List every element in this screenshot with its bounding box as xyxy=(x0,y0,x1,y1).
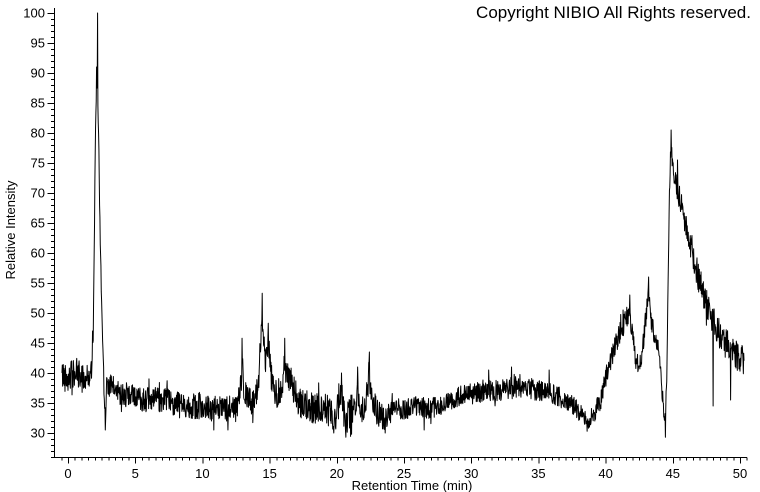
signal-trace-group xyxy=(61,12,745,438)
y-tick-label: 70 xyxy=(31,186,45,201)
y-tick-label: 35 xyxy=(31,396,45,411)
x-tick-label: 5 xyxy=(132,466,139,481)
y-tick-label: 55 xyxy=(31,276,45,291)
y-tick-label: 65 xyxy=(31,216,45,231)
y-tick-label: 90 xyxy=(31,66,45,81)
y-tick-label: 50 xyxy=(31,306,45,321)
y-tick-label: 75 xyxy=(31,156,45,171)
x-tick-label: 10 xyxy=(195,466,209,481)
y-tick-label: 85 xyxy=(31,96,45,111)
x-tick-label: 45 xyxy=(666,466,680,481)
y-tick-label: 80 xyxy=(31,126,45,141)
x-tick-label: 40 xyxy=(598,466,612,481)
signal-trace xyxy=(61,12,745,438)
y-tick-label: 100 xyxy=(23,6,45,21)
x-tick-label: 20 xyxy=(330,466,344,481)
y-tick-label: 60 xyxy=(31,246,45,261)
x-tick-label: 35 xyxy=(531,466,545,481)
y-tick-label: 45 xyxy=(31,336,45,351)
x-tick-label: 30 xyxy=(464,466,478,481)
y-tick-label: 95 xyxy=(31,36,45,51)
x-tick-label: 0 xyxy=(64,466,71,481)
x-tick-label: 50 xyxy=(733,466,747,481)
y-tick-label: 40 xyxy=(31,366,45,381)
x-tick-label: 25 xyxy=(397,466,411,481)
x-tick-label: 15 xyxy=(262,466,276,481)
copyright-text: Copyright NIBIO All Rights reserved. xyxy=(476,3,751,22)
x-axis-title: Retention Time (min) xyxy=(352,478,473,492)
y-tick-label: 30 xyxy=(31,426,45,441)
y-axis-title: Relative Intensity xyxy=(3,180,18,279)
tick-labels: 0 5 10 15 20 25 30 35 40 45 50 30 35 40 45 50 55 60 65 70 75… xyxy=(23,6,747,482)
